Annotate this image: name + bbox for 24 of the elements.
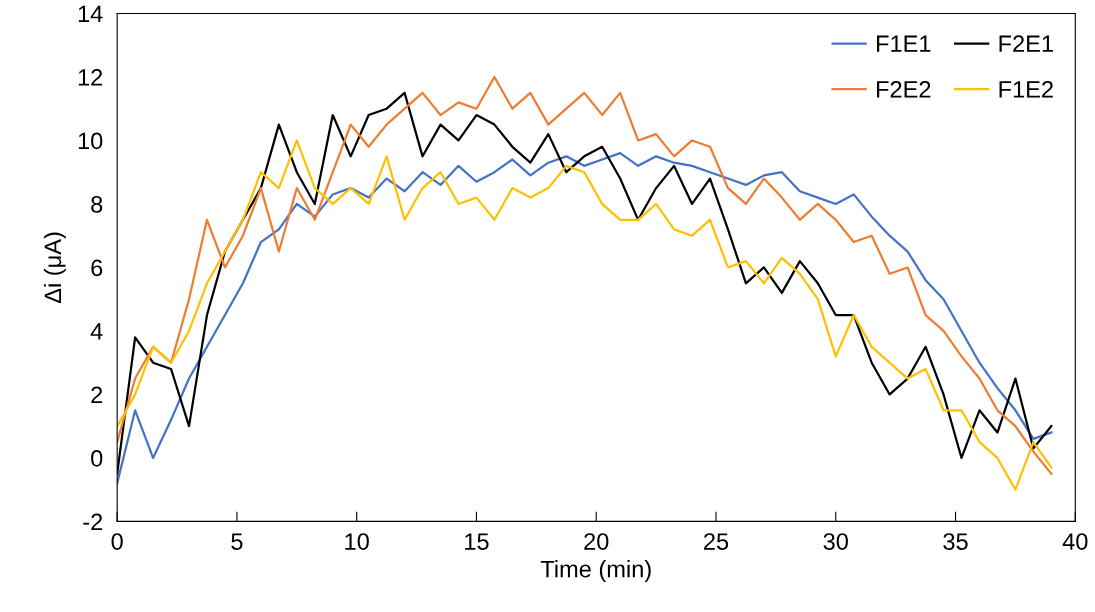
y-tick-label: -2 [83, 513, 103, 530]
y-tick-label: 2 [91, 386, 103, 403]
y-tick-label: 4 [90, 323, 103, 340]
y-tick-label: 14 [78, 5, 103, 23]
x-tick-label: 20 [584, 533, 609, 550]
x-tick-label: 30 [823, 533, 848, 550]
x-tick-label: 15 [465, 533, 489, 550]
x-tick-label: 25 [704, 533, 729, 550]
y-axis-title: Δi (μA) [43, 232, 66, 304]
x-tick-label: 40 [1062, 533, 1088, 550]
legend-label: F1E2 [999, 80, 1053, 98]
y-tick-label: 6 [91, 259, 103, 277]
x-axis-title: Time (min) [540, 560, 651, 583]
x-tick-label: 5 [231, 533, 243, 550]
legend-label: F2E1 [999, 35, 1053, 52]
y-tick-label: 8 [91, 196, 103, 213]
x-tick-label: 35 [943, 533, 968, 550]
y-tick-label: 0 [91, 450, 103, 467]
legend-label: F1E1 [877, 35, 931, 52]
x-tick-label: 0 [111, 533, 123, 550]
y-tick-label: 10 [78, 132, 103, 150]
x-tick-label: 10 [345, 533, 369, 550]
legend-label: F2E2 [877, 80, 931, 98]
y-tick-label: 12 [78, 69, 103, 86]
